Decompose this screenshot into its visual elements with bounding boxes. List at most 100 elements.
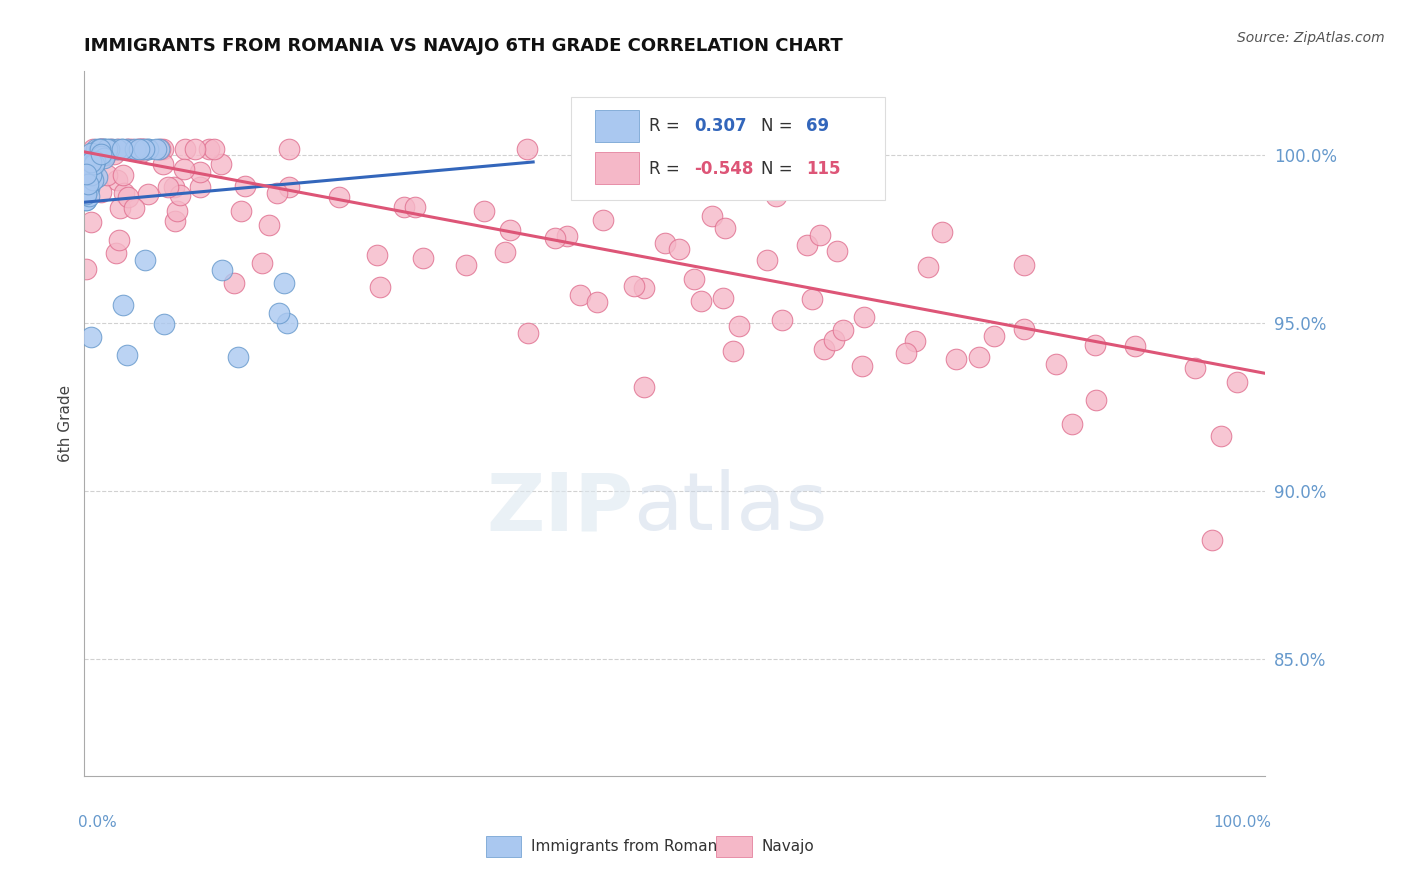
Point — [1125, 339, 1147, 353]
Point — [80, 215, 103, 229]
Point — [82, 142, 104, 156]
Y-axis label: 6th Grade: 6th Grade — [58, 385, 73, 462]
Point — [77, 178, 100, 193]
Point — [76, 167, 98, 181]
Point — [96, 168, 118, 182]
Point — [75, 171, 97, 186]
Point — [328, 190, 350, 204]
Point — [108, 234, 131, 248]
Point — [75, 187, 97, 202]
Text: 0.0%: 0.0% — [79, 814, 117, 830]
Point — [808, 227, 831, 242]
Point — [90, 142, 112, 156]
Point — [121, 142, 143, 156]
Point — [668, 242, 690, 256]
FancyBboxPatch shape — [716, 836, 752, 857]
Point — [813, 343, 835, 357]
Point — [131, 142, 153, 156]
Point — [80, 155, 103, 169]
Point — [93, 142, 115, 156]
Text: ZIP: ZIP — [486, 469, 634, 548]
Point — [174, 142, 197, 156]
Point — [226, 351, 249, 365]
Point — [368, 280, 391, 294]
Point — [93, 142, 115, 156]
Text: atlas: atlas — [634, 469, 828, 548]
Point — [80, 157, 103, 171]
Point — [1060, 417, 1083, 431]
Point — [277, 142, 299, 156]
Point — [931, 225, 953, 239]
Point — [77, 177, 100, 191]
Point — [557, 228, 579, 243]
Point — [163, 180, 186, 194]
Point — [1201, 533, 1223, 547]
Point — [188, 165, 211, 179]
Point — [80, 145, 103, 160]
Point — [1184, 361, 1206, 376]
Point — [266, 186, 288, 201]
Point — [1012, 322, 1035, 336]
Point — [129, 142, 152, 156]
Point — [770, 313, 793, 327]
Point — [654, 235, 676, 250]
Point — [75, 193, 97, 207]
Point — [800, 293, 823, 307]
Point — [233, 178, 256, 193]
Point — [173, 161, 195, 176]
Point — [77, 171, 100, 186]
Point — [202, 142, 225, 156]
Point — [91, 142, 114, 156]
Point — [90, 148, 112, 162]
Point — [131, 142, 153, 156]
Point — [127, 142, 149, 156]
Point — [79, 330, 101, 344]
Point — [111, 142, 134, 156]
Point — [224, 276, 246, 290]
Point — [75, 168, 97, 182]
Point — [80, 168, 103, 182]
Text: R =: R = — [650, 160, 685, 178]
Point — [184, 142, 207, 156]
Point — [1211, 429, 1233, 443]
Point — [156, 180, 179, 194]
Point — [112, 186, 135, 201]
Point — [250, 256, 273, 270]
Point — [198, 142, 221, 156]
Text: -0.548: -0.548 — [693, 160, 754, 178]
Point — [166, 204, 188, 219]
Point — [94, 148, 117, 162]
Point — [76, 177, 98, 191]
Point — [93, 142, 115, 156]
Point — [267, 306, 290, 320]
Point — [145, 142, 167, 156]
Point — [721, 343, 744, 358]
Point — [516, 142, 538, 156]
Point — [728, 319, 751, 334]
Text: Immigrants from Romania: Immigrants from Romania — [531, 839, 731, 854]
Point — [115, 142, 138, 156]
Point — [128, 142, 150, 156]
Point — [103, 147, 125, 161]
Point — [77, 170, 100, 185]
Point — [129, 145, 152, 160]
Point — [134, 142, 156, 156]
Point — [90, 147, 112, 161]
Text: 100.0%: 100.0% — [1213, 814, 1271, 830]
Point — [211, 156, 233, 170]
Point — [152, 142, 174, 156]
Point — [851, 359, 873, 373]
Point — [700, 209, 723, 223]
Point — [152, 157, 174, 171]
FancyBboxPatch shape — [571, 97, 886, 201]
Point — [711, 292, 734, 306]
Point — [278, 180, 301, 194]
Point — [138, 142, 160, 156]
Point — [832, 322, 855, 336]
Point — [100, 142, 122, 156]
Point — [494, 245, 516, 260]
Point — [87, 142, 110, 156]
Point — [188, 179, 211, 194]
Point — [896, 346, 918, 360]
Point — [76, 174, 98, 188]
